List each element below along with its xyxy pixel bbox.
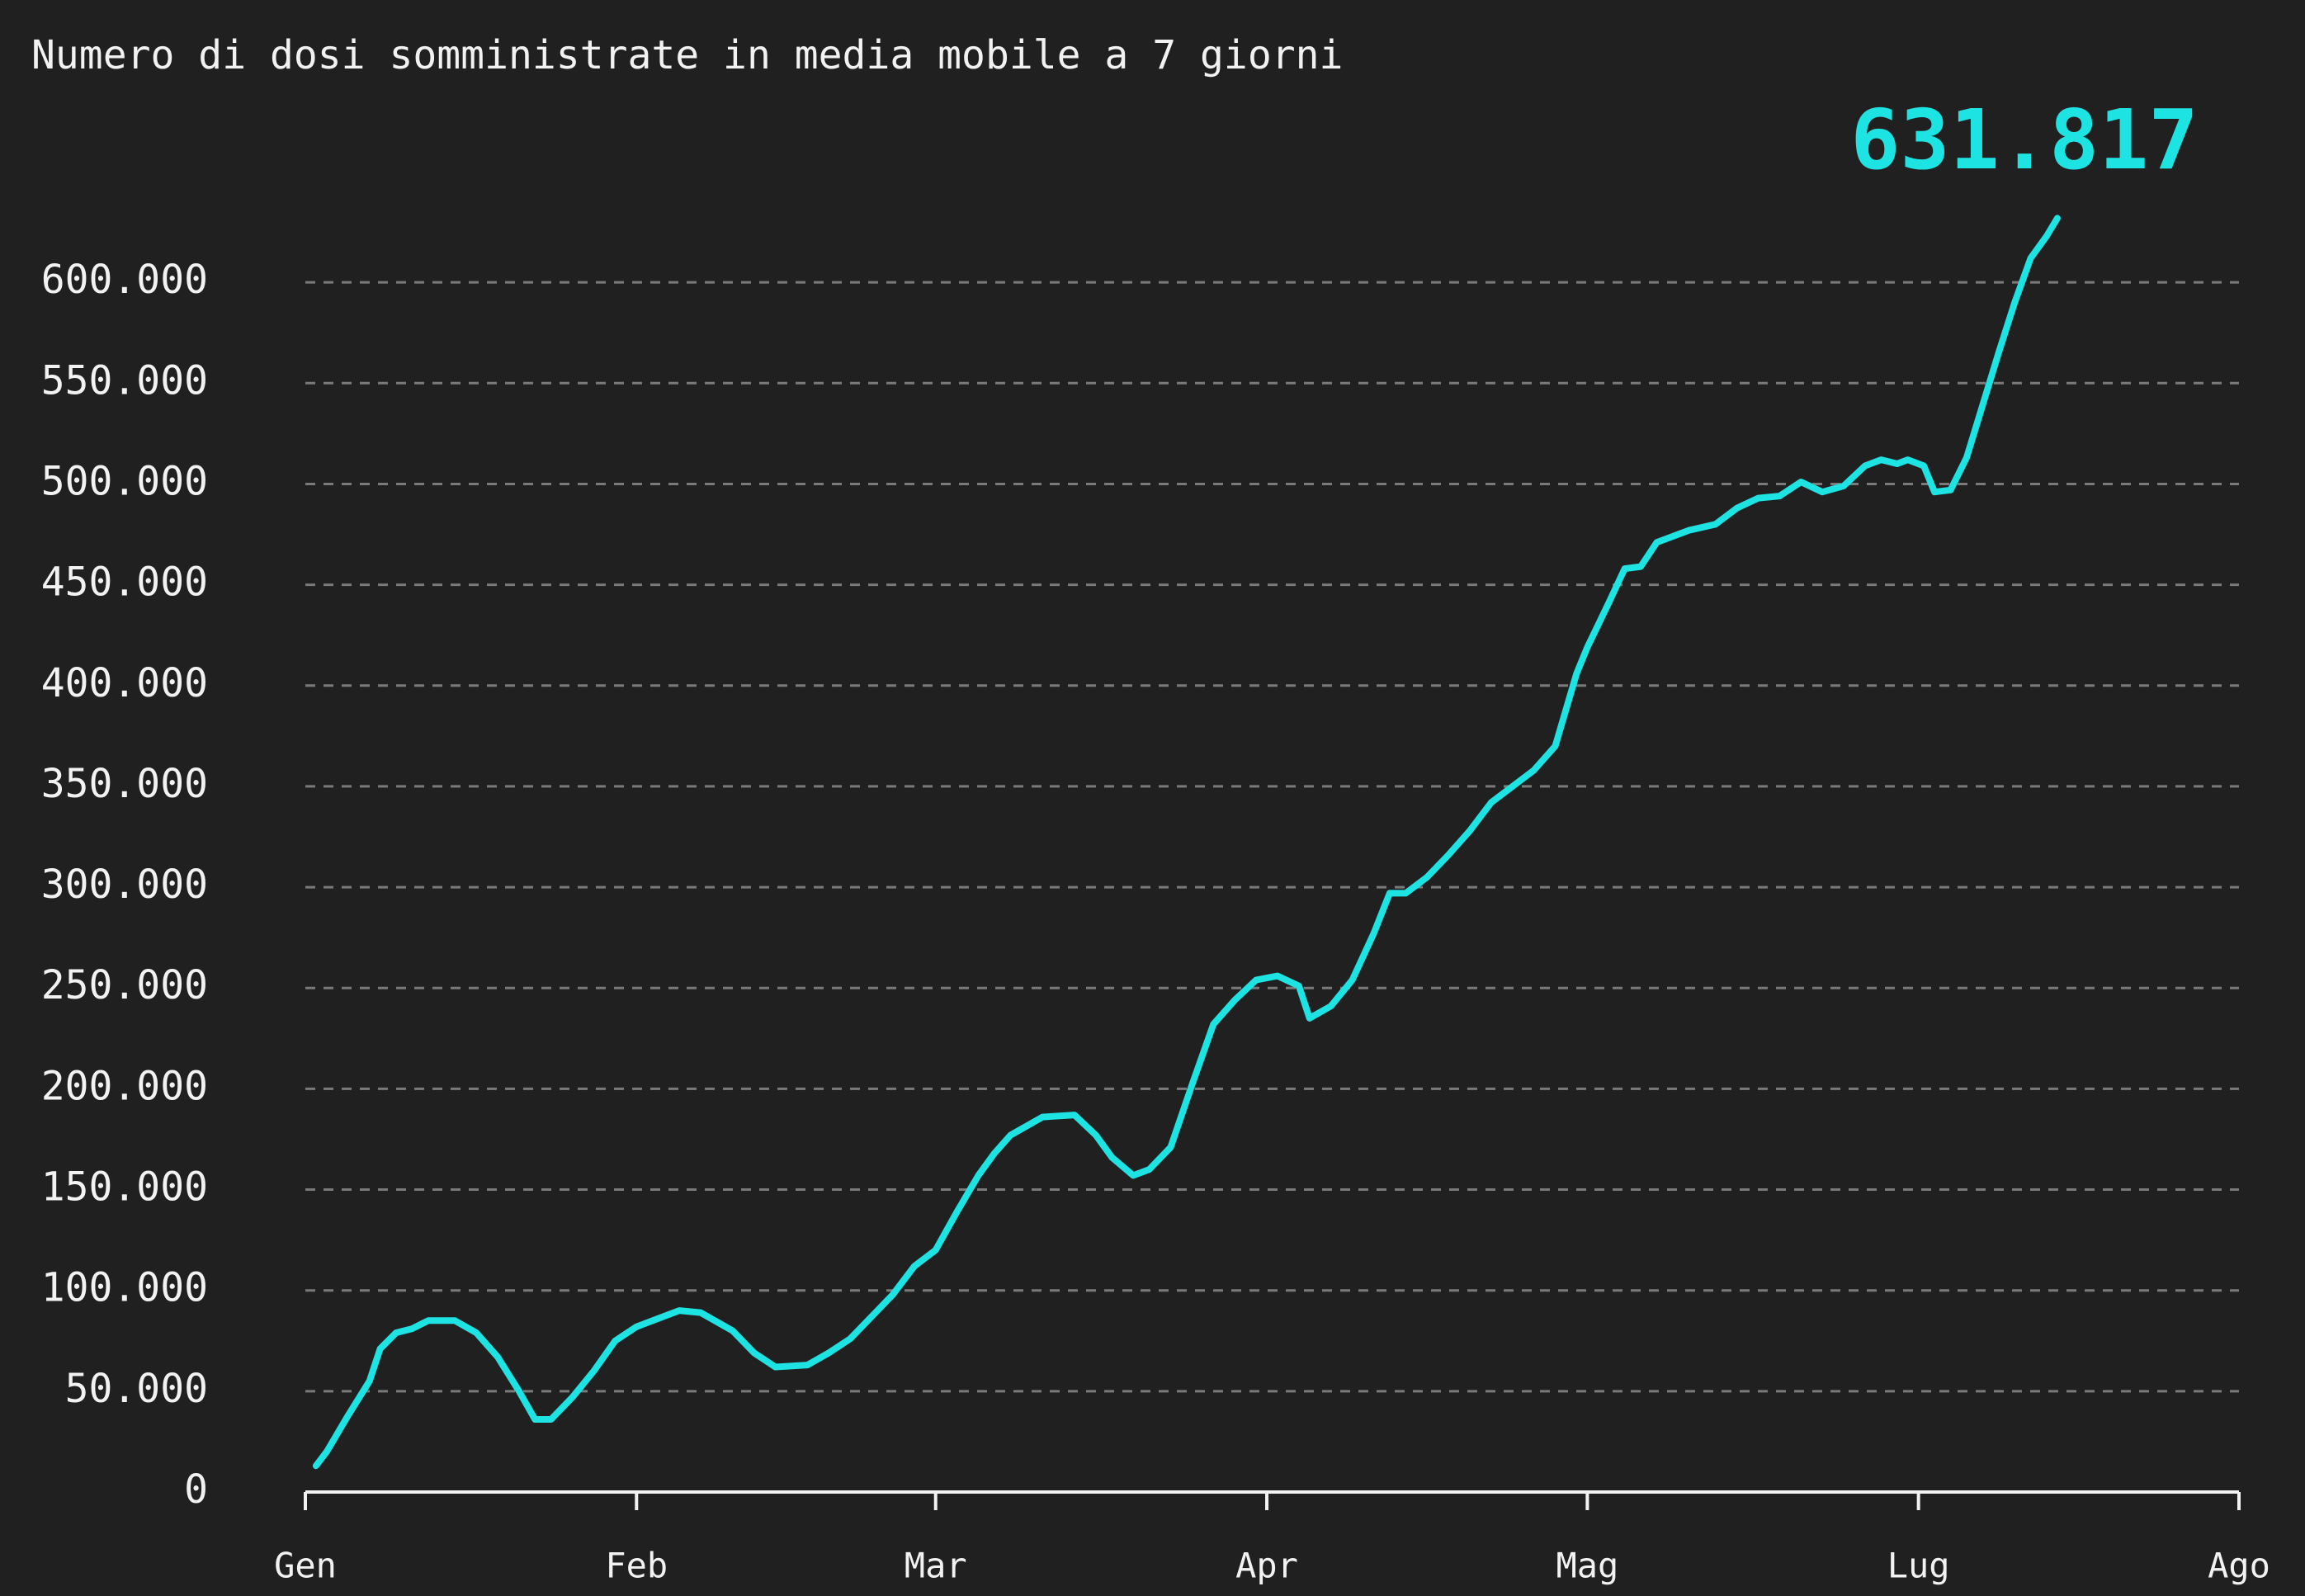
x-tick-label: Mag — [1556, 1546, 1618, 1586]
y-tick-label: 400.000 — [41, 660, 208, 706]
y-tick-label: 550.000 — [41, 357, 208, 404]
x-tick-label: Apr — [1235, 1546, 1298, 1586]
x-tick-label: Mar — [905, 1546, 967, 1586]
x-tick-label: Lug — [1887, 1546, 1950, 1586]
y-tick-label: 50.000 — [65, 1366, 208, 1412]
y-tick-label: 300.000 — [41, 862, 208, 908]
line — [312, 215, 2061, 1470]
value-label: 631.817 — [1850, 92, 2198, 188]
y-tick-label: 450.000 — [41, 560, 208, 606]
y-tick-label: 600.000 — [41, 257, 208, 303]
y-tick-label: 150.000 — [41, 1164, 208, 1211]
x-tick-label: Gen — [274, 1546, 337, 1586]
x-tick-label: Ago — [2208, 1546, 2270, 1586]
chart-title: Numero di dosi somministrate in media mo… — [31, 32, 1343, 78]
x-tick-label: Feb — [605, 1546, 668, 1586]
y-tick-label: 100.000 — [41, 1265, 208, 1311]
y-tick-label: 500.000 — [41, 458, 208, 504]
y-tick-label: 250.000 — [41, 962, 208, 1008]
y-tick-label: 0 — [184, 1466, 208, 1513]
y-tick-label: 200.000 — [41, 1063, 208, 1109]
y-tick-label: 350.000 — [41, 761, 208, 807]
